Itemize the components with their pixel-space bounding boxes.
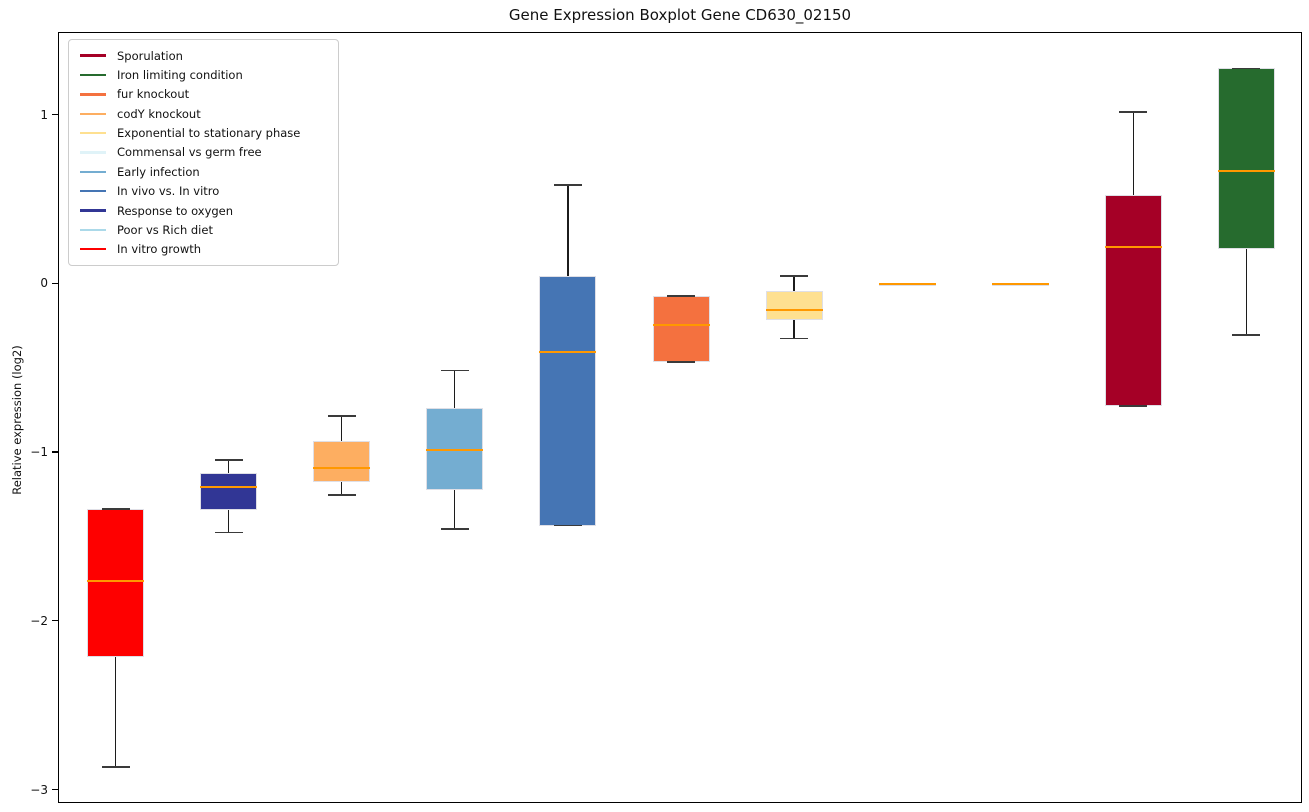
lower-whisker-cap <box>780 337 809 340</box>
chart-title: Gene Expression Boxplot Gene CD630_02150 <box>508 6 852 24</box>
median-line <box>200 485 258 488</box>
median-line <box>87 580 145 583</box>
y-tick-mark <box>52 114 58 116</box>
upper-whisker <box>454 370 456 408</box>
lower-whisker-cap <box>1119 405 1148 407</box>
legend-item-label: Exponential to stationary phase <box>117 126 301 141</box>
legend-color-swatch <box>80 73 106 77</box>
legend-color-swatch <box>80 131 106 135</box>
upper-whisker <box>341 415 343 442</box>
lower-whisker-cap <box>101 766 130 768</box>
legend-item: Sporulation <box>77 47 330 65</box>
legend-item-label: In vitro growth <box>117 242 202 257</box>
legend-item-label: Early infection <box>117 164 200 179</box>
lower-whisker-cap <box>440 528 469 530</box>
lower-whisker <box>341 481 343 496</box>
median-line <box>1104 246 1162 249</box>
median-line <box>765 308 823 311</box>
median-line <box>539 350 597 353</box>
legend-item-label: In vivo vs. In vitro <box>117 184 220 199</box>
median-line <box>1217 170 1275 173</box>
y-tick-label: −3 <box>30 782 48 797</box>
y-axis-label: Relative expression (log2) <box>10 345 24 495</box>
median-line <box>313 467 371 470</box>
boxplot-box <box>1217 68 1275 249</box>
boxplot-box <box>200 473 258 511</box>
legend-item-label: codY knockout <box>117 106 201 121</box>
y-tick-label: 1 <box>40 107 48 122</box>
y-tick-mark <box>52 620 58 622</box>
upper-whisker-cap <box>440 369 469 372</box>
lower-whisker <box>114 657 117 767</box>
legend-item-label: Poor vs Rich diet <box>117 222 213 237</box>
median-line <box>426 448 484 451</box>
boxplot-box <box>87 508 145 658</box>
y-tick-mark <box>52 282 58 284</box>
legend-item: Iron limiting condition <box>77 66 330 84</box>
y-tick-label: −1 <box>30 445 48 460</box>
upper-whisker-cap <box>214 459 243 461</box>
upper-whisker-cap <box>327 415 356 417</box>
boxplot-box <box>313 441 371 482</box>
upper-whisker <box>1132 112 1134 195</box>
upper-whisker-cap <box>101 507 130 510</box>
upper-whisker-cap <box>553 184 582 186</box>
lower-whisker-cap <box>214 531 243 534</box>
lower-whisker <box>454 490 456 529</box>
legend-item-label: fur knockout <box>117 87 190 102</box>
legend-color-swatch <box>80 189 106 193</box>
lower-whisker-cap <box>1232 334 1261 336</box>
y-tick-label: −2 <box>30 613 48 628</box>
boxplot-box <box>765 291 823 320</box>
legend-item: fur knockout <box>77 85 330 103</box>
lower-whisker-cap <box>327 494 356 497</box>
plot-area: Sporulation Iron limiting condition fur kn… <box>58 32 1302 803</box>
legend-item-label: Sporulation <box>117 48 183 63</box>
upper-whisker-cap <box>780 275 809 277</box>
upper-whisker <box>227 459 230 474</box>
upper-whisker-cap <box>667 295 695 297</box>
legend-item-label: Response to oxygen <box>117 203 234 218</box>
legend-item: Commensal vs germ free <box>77 143 330 161</box>
legend-item: In vitro growth <box>77 240 330 258</box>
lower-whisker-cap <box>553 524 582 527</box>
legend-item: Poor vs Rich diet <box>77 221 330 239</box>
boxplot-box <box>652 296 710 362</box>
legend-color-swatch <box>80 151 106 154</box>
y-tick-mark <box>52 451 58 453</box>
legend-color-swatch <box>80 228 106 232</box>
upper-whisker-cap <box>1119 111 1148 114</box>
legend-color-swatch <box>80 248 106 251</box>
legend-color-swatch <box>80 54 106 57</box>
upper-whisker <box>567 184 569 276</box>
legend-color-swatch <box>80 209 106 212</box>
legend-item: Early infection <box>77 163 330 181</box>
legend-item: codY knockout <box>77 105 330 123</box>
lower-whisker <box>1245 248 1248 335</box>
lower-whisker-cap <box>667 361 695 363</box>
legend-color-swatch <box>80 112 106 115</box>
legend: Sporulation Iron limiting condition fur kn… <box>68 39 339 266</box>
lower-whisker <box>793 319 795 339</box>
median-line <box>878 283 936 286</box>
boxplot-box <box>539 275 597 526</box>
upper-whisker <box>793 275 795 292</box>
legend-item: Exponential to stationary phase <box>77 124 330 142</box>
legend-item: In vivo vs. In vitro <box>77 182 330 200</box>
lower-whisker <box>227 510 230 533</box>
median-line <box>991 283 1049 286</box>
legend-item: Response to oxygen <box>77 202 330 220</box>
y-tick-mark <box>52 788 58 791</box>
upper-whisker-cap <box>1232 67 1261 70</box>
y-tick-label: 0 <box>40 276 48 291</box>
legend-item-label: Commensal vs germ free <box>117 145 262 160</box>
legend-item-label: Iron limiting condition <box>117 68 243 83</box>
median-line <box>652 323 710 326</box>
legend-color-swatch <box>80 93 106 96</box>
boxplot-box <box>1104 194 1162 406</box>
legend-color-swatch <box>80 170 106 174</box>
